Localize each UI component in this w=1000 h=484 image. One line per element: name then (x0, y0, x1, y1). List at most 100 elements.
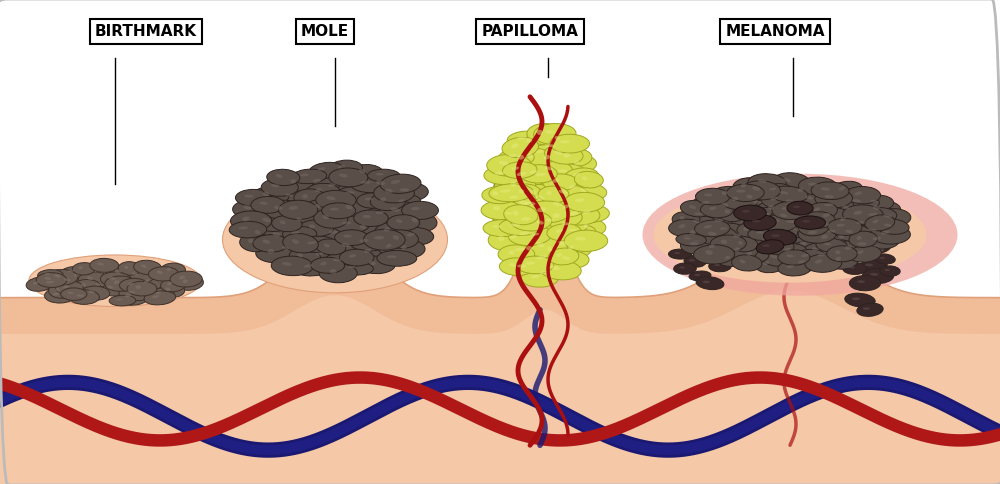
Ellipse shape (752, 220, 760, 223)
Text: PAPILLOMA: PAPILLOMA (482, 24, 578, 39)
Ellipse shape (362, 215, 371, 218)
Ellipse shape (519, 200, 527, 205)
Ellipse shape (560, 240, 592, 258)
Ellipse shape (881, 230, 890, 235)
Ellipse shape (831, 181, 863, 199)
Ellipse shape (144, 279, 150, 283)
Ellipse shape (324, 253, 359, 271)
Ellipse shape (654, 187, 926, 283)
Ellipse shape (695, 220, 730, 237)
Ellipse shape (556, 229, 563, 233)
Ellipse shape (507, 131, 545, 149)
Ellipse shape (880, 266, 900, 276)
Ellipse shape (376, 181, 385, 185)
Ellipse shape (353, 244, 391, 261)
Ellipse shape (524, 201, 535, 206)
Ellipse shape (262, 227, 301, 246)
Ellipse shape (776, 230, 806, 243)
Ellipse shape (717, 252, 746, 266)
Ellipse shape (289, 212, 318, 229)
Ellipse shape (582, 210, 591, 214)
Polygon shape (0, 191, 1000, 334)
Ellipse shape (756, 231, 764, 234)
Ellipse shape (76, 294, 84, 297)
Ellipse shape (732, 213, 764, 229)
Ellipse shape (545, 219, 554, 222)
Ellipse shape (323, 214, 329, 219)
Ellipse shape (806, 223, 812, 227)
Ellipse shape (289, 248, 321, 266)
Ellipse shape (843, 205, 883, 225)
Ellipse shape (519, 231, 529, 236)
Ellipse shape (575, 198, 584, 202)
Ellipse shape (509, 196, 518, 199)
Ellipse shape (407, 233, 415, 236)
Ellipse shape (481, 200, 522, 220)
Ellipse shape (161, 278, 186, 292)
Ellipse shape (367, 169, 400, 182)
Ellipse shape (545, 145, 583, 164)
Ellipse shape (291, 169, 327, 184)
Ellipse shape (859, 208, 897, 225)
Ellipse shape (771, 209, 806, 226)
Ellipse shape (156, 291, 161, 294)
Ellipse shape (346, 191, 355, 194)
Ellipse shape (805, 254, 842, 272)
Ellipse shape (309, 162, 343, 179)
Ellipse shape (526, 262, 535, 265)
Ellipse shape (519, 189, 524, 194)
Ellipse shape (836, 257, 841, 261)
Ellipse shape (81, 283, 86, 287)
Ellipse shape (367, 206, 402, 223)
Ellipse shape (725, 210, 730, 214)
Ellipse shape (710, 235, 746, 252)
Ellipse shape (384, 227, 390, 231)
Ellipse shape (118, 262, 141, 275)
Ellipse shape (345, 204, 353, 210)
Ellipse shape (487, 154, 532, 176)
Ellipse shape (762, 212, 770, 215)
Ellipse shape (762, 244, 770, 247)
Ellipse shape (242, 216, 250, 222)
Ellipse shape (859, 259, 887, 273)
Ellipse shape (46, 281, 54, 284)
Ellipse shape (240, 233, 271, 252)
Ellipse shape (722, 191, 728, 195)
Ellipse shape (512, 166, 519, 170)
Ellipse shape (144, 291, 176, 305)
Ellipse shape (152, 295, 159, 298)
Ellipse shape (526, 246, 533, 251)
Ellipse shape (396, 219, 402, 223)
Ellipse shape (520, 165, 557, 183)
Ellipse shape (45, 270, 78, 285)
Ellipse shape (705, 250, 713, 255)
Ellipse shape (331, 237, 371, 257)
Ellipse shape (725, 243, 758, 259)
Ellipse shape (692, 196, 727, 213)
Ellipse shape (354, 210, 388, 227)
Ellipse shape (502, 162, 537, 179)
Ellipse shape (552, 179, 559, 182)
Ellipse shape (231, 211, 272, 231)
Ellipse shape (684, 256, 706, 267)
Ellipse shape (885, 269, 890, 271)
Ellipse shape (515, 241, 553, 259)
Ellipse shape (502, 175, 536, 196)
Ellipse shape (694, 240, 700, 242)
Ellipse shape (857, 236, 862, 240)
Ellipse shape (560, 140, 570, 143)
Ellipse shape (402, 201, 438, 219)
Ellipse shape (747, 212, 752, 216)
Ellipse shape (740, 218, 747, 222)
Ellipse shape (492, 191, 498, 196)
Ellipse shape (329, 160, 362, 176)
Ellipse shape (741, 183, 746, 187)
Ellipse shape (712, 197, 747, 215)
Ellipse shape (124, 268, 154, 283)
Ellipse shape (789, 183, 821, 199)
Ellipse shape (701, 201, 709, 204)
Ellipse shape (784, 248, 791, 251)
Ellipse shape (694, 274, 700, 276)
Ellipse shape (683, 235, 690, 237)
Ellipse shape (871, 225, 910, 244)
